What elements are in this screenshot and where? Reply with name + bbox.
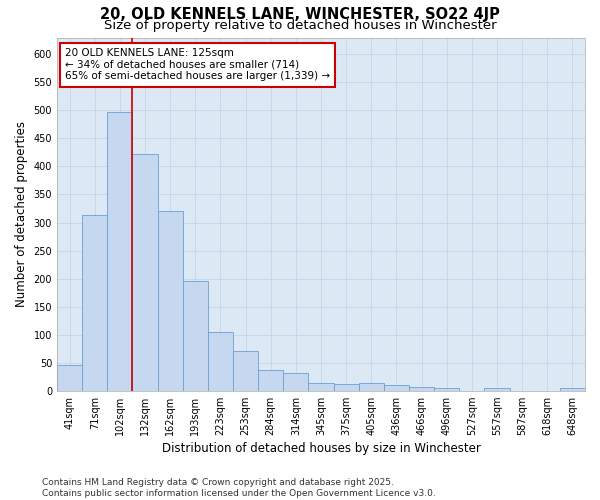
Bar bbox=[158, 212, 183, 390]
Text: Contains HM Land Registry data © Crown copyright and database right 2025.
Contai: Contains HM Land Registry data © Crown c… bbox=[42, 478, 436, 498]
Bar bbox=[208, 332, 233, 390]
Bar bbox=[183, 282, 208, 391]
Bar bbox=[82, 214, 107, 390]
X-axis label: Distribution of detached houses by size in Winchester: Distribution of detached houses by size … bbox=[161, 442, 481, 455]
Bar bbox=[57, 366, 82, 390]
Text: 20, OLD KENNELS LANE, WINCHESTER, SO22 4JP: 20, OLD KENNELS LANE, WINCHESTER, SO22 4… bbox=[100, 8, 500, 22]
Text: Size of property relative to detached houses in Winchester: Size of property relative to detached ho… bbox=[104, 18, 496, 32]
Bar bbox=[334, 384, 359, 390]
Text: 20 OLD KENNELS LANE: 125sqm
← 34% of detached houses are smaller (714)
65% of se: 20 OLD KENNELS LANE: 125sqm ← 34% of det… bbox=[65, 48, 330, 82]
Bar bbox=[484, 388, 509, 390]
Bar bbox=[560, 388, 585, 390]
Bar bbox=[434, 388, 459, 390]
Bar bbox=[107, 112, 133, 390]
Bar bbox=[233, 352, 258, 391]
Y-axis label: Number of detached properties: Number of detached properties bbox=[15, 121, 28, 307]
Bar bbox=[283, 373, 308, 390]
Bar bbox=[409, 388, 434, 390]
Bar bbox=[133, 154, 158, 390]
Bar bbox=[258, 370, 283, 390]
Bar bbox=[384, 385, 409, 390]
Bar bbox=[359, 383, 384, 390]
Bar bbox=[308, 384, 334, 390]
